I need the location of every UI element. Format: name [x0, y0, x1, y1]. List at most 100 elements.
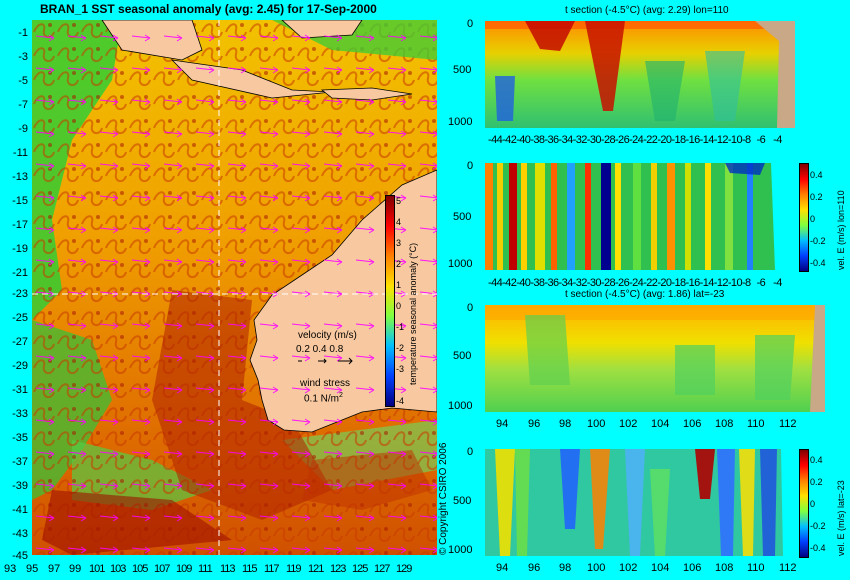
panel1-x-tick: -26 — [614, 134, 630, 146]
lat-tick: -29 — [12, 360, 28, 372]
lon-tick: 127 — [374, 563, 390, 575]
panel4-colorbar-label: vel. E (m/s) lat=-23 — [836, 480, 846, 556]
panel2-colorbar — [799, 163, 809, 272]
map-colorbar-tick: 1 — [396, 280, 402, 290]
panel1-x-tick: -22 — [643, 134, 658, 146]
panel2-x-tick: -8 — [741, 277, 751, 289]
velocity-legend-title: velocity (m/s) — [298, 330, 357, 341]
map-colorbar — [385, 195, 395, 407]
lat-tick: -31 — [12, 384, 28, 396]
panel1-y-tick: 1000 — [448, 116, 473, 128]
panel2-x-tick: -34 — [558, 277, 574, 289]
panel3-x-tick: 104 — [651, 418, 670, 430]
panel2-colorbar-tick: 0.2 — [810, 192, 823, 202]
lat-tick: -9 — [18, 123, 28, 135]
panel2-x-tick: -32 — [572, 277, 588, 289]
panel4-colorbar-tick: -0.4 — [810, 543, 826, 553]
panel4-y-tick: 500 — [453, 495, 472, 507]
wind-legend-unit: 0.1 N/m — [304, 393, 340, 405]
panel2-x-tick: -24 — [629, 277, 644, 289]
panel1-x-tick: -44 — [488, 134, 503, 146]
panel2-x-tick: -16 — [685, 277, 701, 289]
panel4-colorbar-tick: 0.2 — [810, 477, 823, 487]
panel2-x-tick: -28 — [600, 277, 616, 289]
lon-tick: 117 — [264, 563, 280, 575]
lat-tick: -13 — [12, 171, 28, 183]
lat-tick: -5 — [18, 75, 28, 87]
panel4-x-tick: 94 — [496, 562, 509, 574]
lat-tick: -15 — [12, 195, 28, 207]
lat-tick: -3 — [18, 51, 28, 63]
lon-tick: 97 — [48, 563, 61, 575]
panel1-x-tick: -32 — [572, 134, 588, 146]
map-colorbar-tick: -3 — [396, 364, 405, 374]
lon-tick: 107 — [154, 563, 170, 575]
lon-tick: 109 — [176, 563, 192, 575]
panel3-x-tick: 102 — [619, 418, 638, 430]
lon-tick: 105 — [132, 563, 148, 575]
panel3-x-tick: 108 — [715, 418, 734, 430]
lon-tick: 95 — [26, 563, 39, 575]
lat-tick: -39 — [12, 480, 28, 492]
panel1-x-tick: -16 — [685, 134, 701, 146]
panel4-x-tick: 104 — [651, 562, 670, 574]
panel1-y-tick: 500 — [453, 64, 472, 76]
panel2-y-tick: 1000 — [448, 258, 473, 270]
panel2-y-tick: 500 — [453, 211, 472, 223]
panel4-y-tick: 1000 — [448, 544, 473, 556]
panel2-colorbar-tick: 0 — [810, 214, 816, 224]
panel2-x-tick: -44 — [488, 277, 503, 289]
panel3-y-tick: 500 — [453, 350, 472, 362]
panel1-x-tick: -6 — [756, 134, 766, 146]
panel1-x-tick: -8 — [741, 134, 751, 146]
lon-tick: 125 — [352, 563, 368, 575]
panel2-colorbar-tick: -0.2 — [810, 236, 826, 246]
panel1-x-tick: -42 — [502, 134, 517, 146]
panel1-x-tick: -30 — [586, 134, 602, 146]
panel2-x-tick: -12 — [713, 277, 729, 289]
panel2-x-tick: -14 — [699, 277, 715, 289]
lat-tick: -19 — [12, 243, 28, 255]
panel1-x-tick: -4 — [773, 134, 782, 146]
lat-tick: -17 — [12, 219, 28, 231]
panel4-velocity-section — [485, 449, 795, 556]
panel3-y-tick: 0 — [467, 302, 474, 314]
panel3-title: t section (-4.5°C) (avg: 1.86) lat=-23 — [565, 289, 725, 300]
map-colorbar-tick: -4 — [396, 396, 405, 406]
panel1-temperature-section — [485, 21, 795, 128]
lon-tick: 99 — [69, 563, 82, 575]
panel4-y-tick: 0 — [467, 446, 474, 458]
map-colorbar-tick: 4 — [396, 217, 402, 227]
wind-legend-title: wind stress — [300, 378, 351, 389]
lon-tick: 101 — [89, 563, 105, 575]
lat-tick: -7 — [18, 99, 28, 111]
panel4-x-tick: 112 — [779, 562, 797, 574]
panel1-x-axis: -44-42-40-38-36-34-32-30-28-26-24-22-20-… — [488, 134, 808, 146]
lon-tick: 119 — [286, 563, 302, 575]
map-colorbar-tick: -1 — [396, 322, 405, 332]
lon-tick: 129 — [396, 563, 412, 575]
panel3-x-tick: 106 — [683, 418, 702, 430]
map-colorbar-tick: 5 — [396, 196, 402, 206]
lon-tick: 115 — [242, 563, 258, 575]
lat-tick: -43 — [12, 528, 28, 540]
panel1-x-tick: -34 — [558, 134, 574, 146]
panel4-x-tick: 108 — [715, 562, 734, 574]
lat-tick: -27 — [12, 336, 28, 348]
panel1-x-tick: -40 — [516, 134, 531, 146]
panel2-x-tick: -20 — [657, 277, 672, 289]
panel2-x-tick: -42 — [502, 277, 517, 289]
panel1-x-tick: -10 — [727, 134, 743, 146]
lon-tick: 123 — [330, 563, 346, 575]
panel4-x-tick: 110 — [747, 562, 765, 574]
panel3-x-tick: 112 — [779, 418, 797, 430]
panel2-x-tick: -40 — [516, 277, 531, 289]
panel1-y-tick: 0 — [467, 18, 474, 30]
panel3-temperature-section — [485, 305, 825, 412]
panel2-colorbar-label: vel. E (m/s) lon=110 — [836, 190, 846, 270]
panel4-colorbar — [799, 449, 809, 558]
map-colorbar-label: temperature seasonal anomaly (°C) — [408, 242, 418, 385]
lon-tick: 111 — [198, 563, 213, 575]
panel4-x-tick: 96 — [528, 562, 541, 574]
panel1-title: t section (-4.5°C) (avg: 2.29) lon=110 — [565, 5, 729, 16]
